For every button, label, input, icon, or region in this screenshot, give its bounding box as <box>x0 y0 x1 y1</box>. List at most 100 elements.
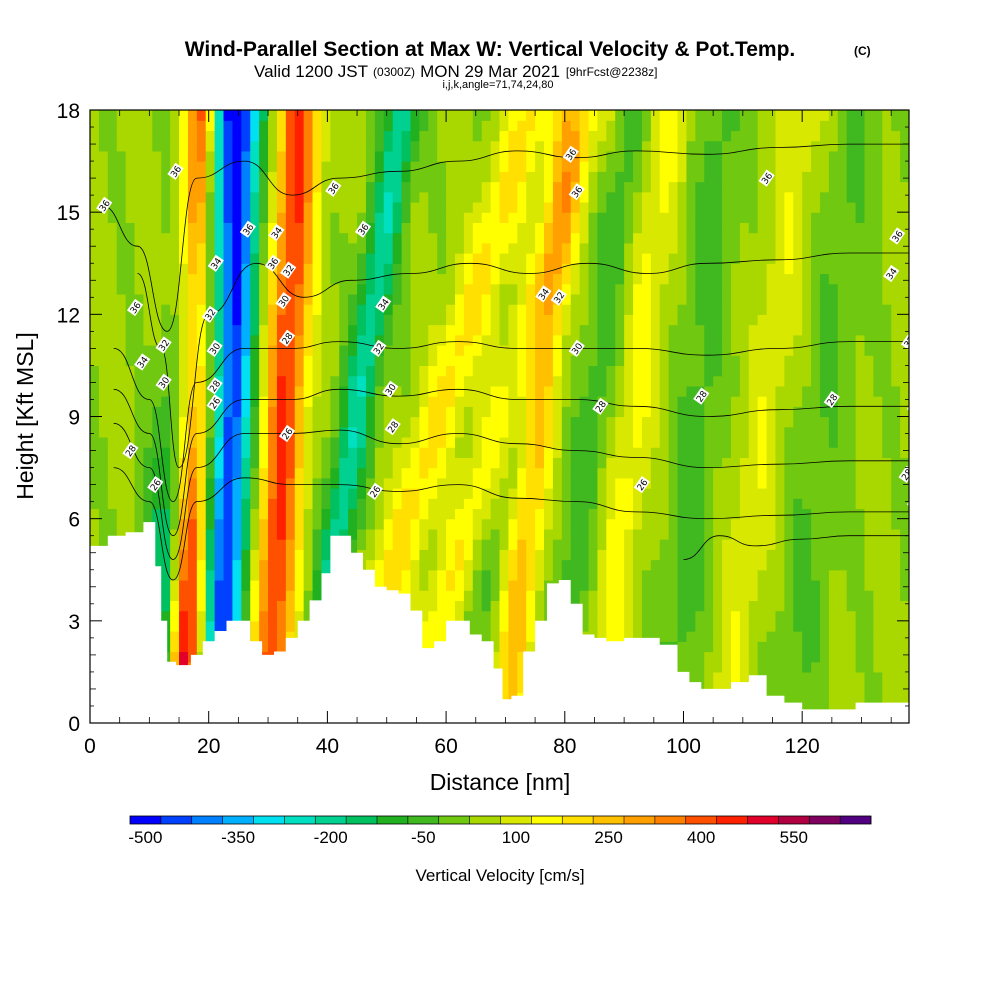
velocity-cell <box>401 232 412 244</box>
velocity-cell <box>757 263 768 275</box>
velocity-cell <box>535 528 545 540</box>
velocity-cell <box>561 314 572 326</box>
velocity-cell <box>214 201 225 213</box>
velocity-cell <box>695 508 705 520</box>
velocity-cell <box>170 385 180 397</box>
velocity-cell <box>187 314 198 326</box>
velocity-cell <box>472 579 483 591</box>
velocity-cell <box>250 293 260 305</box>
velocity-cell <box>730 600 741 612</box>
velocity-cell <box>499 426 509 438</box>
velocity-cell <box>837 426 848 438</box>
velocity-cell <box>588 610 599 622</box>
velocity-cell <box>196 344 207 356</box>
velocity-cell <box>143 498 153 510</box>
velocity-cell <box>250 324 260 336</box>
velocity-cell <box>561 232 572 244</box>
velocity-cell <box>330 314 340 326</box>
velocity-cell <box>116 212 127 223</box>
velocity-cell <box>490 651 501 663</box>
velocity-cell <box>107 222 118 234</box>
velocity-cell <box>259 191 269 203</box>
velocity-cell <box>837 620 848 632</box>
velocity-cell <box>187 620 198 632</box>
velocity-cell <box>241 232 251 244</box>
velocity-cell <box>535 508 545 520</box>
velocity-cell <box>793 590 803 601</box>
velocity-cell <box>775 201 785 213</box>
velocity-cell <box>437 518 447 530</box>
velocity-cell <box>695 620 705 632</box>
velocity-cell <box>170 610 180 622</box>
velocity-cell <box>285 457 296 469</box>
velocity-cell <box>312 549 323 561</box>
velocity-cell <box>793 365 803 377</box>
velocity-cell <box>383 242 394 254</box>
velocity-cell <box>490 406 501 418</box>
velocity-cell <box>668 426 679 438</box>
velocity-cell <box>819 579 830 591</box>
velocity-cell <box>170 416 180 428</box>
velocity-cell <box>784 661 794 673</box>
velocity-cell <box>855 191 866 203</box>
velocity-cell <box>704 375 714 387</box>
velocity-cell <box>713 293 723 305</box>
velocity-cell <box>339 416 349 428</box>
velocity-cell <box>98 242 109 254</box>
velocity-cell <box>472 314 483 326</box>
velocity-cell <box>454 253 465 264</box>
velocity-cell <box>757 518 768 530</box>
velocity-cell <box>757 631 768 642</box>
velocity-cell <box>695 406 705 418</box>
velocity-cell <box>757 447 768 458</box>
velocity-cell <box>481 375 492 387</box>
velocity-cell <box>535 273 545 285</box>
velocity-cell <box>855 385 866 397</box>
velocity-cell <box>365 467 376 479</box>
velocity-cell <box>98 498 109 510</box>
velocity-cell <box>686 661 696 673</box>
velocity-cell <box>713 212 723 223</box>
velocity-cell <box>677 385 688 397</box>
velocity-cell <box>428 508 438 520</box>
velocity-cell <box>339 365 349 377</box>
velocity-cell <box>864 171 874 183</box>
velocity-cell <box>544 273 554 285</box>
velocity-cell <box>686 273 696 285</box>
velocity-cell <box>855 610 866 622</box>
velocity-cell <box>757 365 768 377</box>
velocity-cell <box>143 293 153 305</box>
velocity-cell <box>579 355 590 367</box>
velocity-cell <box>472 477 483 489</box>
velocity-cell <box>891 610 901 622</box>
velocity-cell <box>873 579 883 591</box>
velocity-cell <box>739 436 750 448</box>
velocity-cell <box>374 334 385 346</box>
velocity-cell <box>365 528 376 540</box>
velocity-cell <box>641 457 652 469</box>
velocity-cell <box>276 477 287 489</box>
velocity-cell <box>321 498 331 510</box>
velocity-cell <box>864 682 874 693</box>
velocity-cell <box>285 467 296 479</box>
velocity-cell <box>704 651 714 663</box>
velocity-cell <box>401 406 412 418</box>
velocity-cell <box>392 385 403 397</box>
velocity-cell <box>98 314 109 326</box>
velocity-cell <box>499 447 509 458</box>
velocity-cell <box>303 579 314 591</box>
velocity-cell <box>196 334 207 346</box>
velocity-cell <box>419 569 429 581</box>
velocity-cell <box>766 477 777 489</box>
velocity-cell <box>428 222 438 234</box>
velocity-cell <box>499 222 509 234</box>
velocity-cell <box>107 334 118 346</box>
velocity-cell <box>508 579 518 591</box>
velocity-cell <box>152 334 162 346</box>
velocity-cell <box>873 385 883 397</box>
velocity-cell <box>410 314 420 326</box>
velocity-cell <box>517 569 527 581</box>
velocity-cell <box>223 355 234 367</box>
velocity-cell <box>303 426 314 438</box>
velocity-cell <box>846 416 857 428</box>
